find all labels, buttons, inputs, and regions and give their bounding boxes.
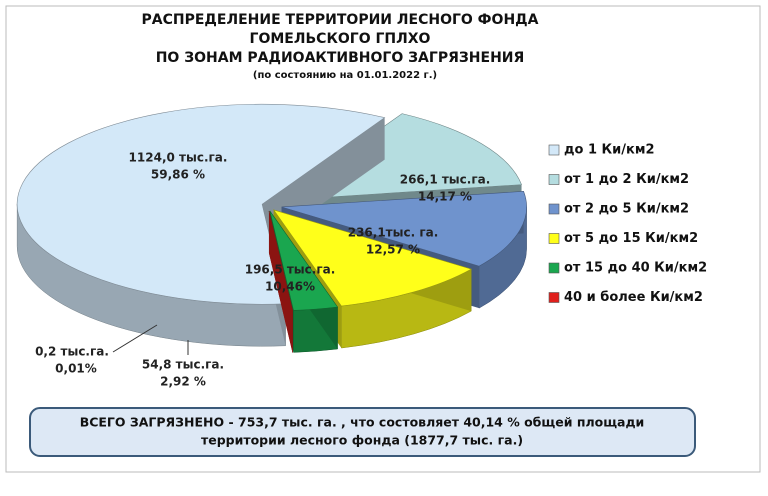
pie: [16, 103, 527, 353]
percent-label: 0,01%: [55, 362, 97, 376]
legend-label: от 2 до 5 Ки/км2: [564, 202, 689, 217]
slice: [16, 103, 386, 305]
percent-label: 10,46%: [265, 280, 315, 294]
legend-swatch: [548, 262, 560, 274]
note: ВСЕГО ЗАГРЯЗНЕНО - 753,7 тыс. га. , что …: [80, 415, 645, 430]
legend-swatch: [548, 174, 560, 185]
slice: [268, 210, 293, 311]
value-label: 0,2 тыс.га.: [35, 345, 109, 359]
legend-label: от 1 до 2 Ки/км2: [564, 172, 689, 187]
slice: [281, 191, 527, 267]
legend-label: от 5 до 15 Ки/км2: [564, 231, 698, 246]
chart-title: РАСПРЕДЕЛЕНИЕ ТЕРРИТОРИИ ЛЕСНОГО ФОНДА: [142, 12, 539, 28]
leader-line: [112, 324, 158, 353]
slice: [272, 209, 472, 307]
slice: [269, 210, 339, 311]
legend-swatch: [548, 233, 560, 244]
chart-title: ПО ЗОНАМ РАДИОАКТИВНОГО ЗАГРЯЗНЕНИЯ: [156, 50, 525, 66]
legend-swatch: [548, 292, 560, 303]
value-label: 1124,0 тыс.га.: [129, 151, 228, 165]
slice-cut: [268, 210, 293, 353]
value-label: 236,1тыс. га.: [348, 226, 439, 240]
legend-swatch: [548, 203, 560, 215]
legend-label: до 1 Ки/км2: [564, 143, 655, 158]
value-label: 54,8 тыс.га.: [142, 358, 224, 372]
legend-label: 40 и более Ки/км2: [564, 290, 703, 305]
percent-label: 59,86 %: [151, 168, 205, 182]
legend-swatch: [548, 144, 560, 156]
note: территории лесного фонда (1877,7 тыс. га…: [201, 433, 523, 448]
chart-subtitle: (по состоянию на 01.01.2022 г.): [253, 70, 437, 81]
value-label: 266,1 тыс.га.: [400, 173, 491, 187]
value-label: 196,5 тыс.га.: [245, 263, 336, 277]
chart-title: ГОМЕЛЬСКОГО ГПЛХО: [250, 31, 431, 47]
percent-label: 14,17 %: [418, 190, 472, 204]
legend-label: от 15 до 40 Ки/км2: [564, 261, 707, 276]
percent-label: 12,57 %: [366, 243, 420, 257]
note-box: [29, 407, 696, 457]
percent-label: 2,92 %: [160, 375, 206, 389]
